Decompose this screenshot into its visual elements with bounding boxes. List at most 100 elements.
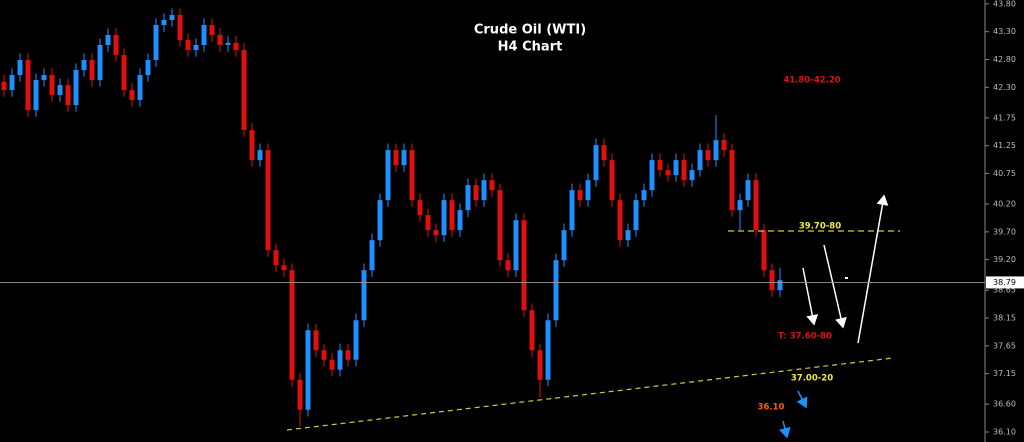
y-tick-label: 37.15	[993, 369, 1016, 378]
annotation: 37.00-20	[791, 374, 833, 384]
candle-body	[753, 180, 759, 231]
candle-body	[377, 200, 383, 241]
marker	[845, 277, 848, 279]
candle-body	[257, 150, 263, 161]
candle-body	[329, 359, 335, 370]
candle-body	[641, 190, 647, 201]
candle-body	[305, 330, 311, 410]
trend-line	[286, 357, 894, 431]
candle-body	[209, 25, 215, 36]
candle-body	[761, 230, 767, 271]
candle-body	[585, 180, 591, 201]
candle-body	[177, 15, 183, 41]
candle-body	[633, 200, 639, 231]
arrow	[857, 194, 889, 344]
y-tick-label: 39.20	[993, 255, 1016, 264]
candle-body	[129, 90, 135, 101]
candle-body	[713, 140, 719, 161]
candle-body	[73, 70, 79, 106]
candle-body	[49, 75, 55, 96]
y-tick-label: 41.25	[993, 141, 1016, 150]
candle-body	[297, 379, 303, 410]
candle-body	[249, 130, 255, 161]
candle-body	[521, 220, 527, 311]
y-tick-label: 40.20	[993, 200, 1016, 209]
candle-body	[665, 170, 671, 176]
candle-body	[609, 160, 615, 201]
candle-body	[441, 200, 447, 236]
y-tick-label: 37.65	[993, 341, 1016, 350]
candle-body	[137, 75, 143, 101]
candle-body	[537, 350, 543, 380]
candle-body	[65, 85, 71, 106]
candle-body	[777, 280, 783, 291]
candle-body	[569, 190, 575, 231]
candle-body	[313, 330, 319, 351]
candle-body	[225, 42, 231, 46]
candle-body	[121, 55, 127, 91]
current-price-label: 38.79	[993, 278, 1016, 287]
candle-body	[81, 60, 87, 71]
arrow	[778, 420, 791, 439]
candle-body	[217, 35, 223, 46]
candle-body	[145, 60, 151, 76]
candle-body	[577, 190, 583, 201]
candle-body	[369, 240, 375, 271]
arrow	[823, 244, 847, 329]
y-tick-label: 42.30	[993, 83, 1016, 92]
candle-body	[681, 160, 687, 181]
candle-body	[153, 25, 159, 61]
candle-body	[1, 81, 7, 91]
annotation: 39.70-80	[799, 222, 841, 232]
candle-body	[769, 270, 775, 291]
y-tick-label: 39.70	[993, 227, 1016, 236]
candle-body	[25, 60, 31, 111]
candle-body	[721, 140, 727, 151]
candle-body	[289, 270, 295, 380]
candle-body	[737, 200, 743, 211]
candle-body	[497, 190, 503, 261]
current-price-box	[986, 276, 1024, 289]
candle-body	[529, 310, 535, 351]
candle-body	[617, 200, 623, 241]
candle-body	[593, 145, 599, 181]
candle-body	[361, 270, 367, 321]
candle-body	[41, 75, 47, 81]
candle-body	[745, 180, 751, 201]
candle-body	[689, 170, 695, 181]
candle-body	[673, 160, 679, 176]
annotation: T: 37.60-80	[778, 332, 832, 342]
candle-body	[433, 230, 439, 236]
candle-body	[513, 220, 519, 271]
y-tick-label: 36.10	[993, 427, 1016, 436]
candle-body	[561, 230, 567, 261]
candle-body	[169, 15, 175, 21]
candle-body	[281, 265, 287, 271]
candle-body	[97, 45, 103, 81]
candle-body	[161, 20, 167, 26]
candle-body	[265, 150, 271, 251]
candle-body	[337, 350, 343, 370]
candle-body	[705, 150, 711, 161]
candle-body	[33, 80, 39, 111]
candle-body	[57, 85, 63, 96]
candle-body	[697, 150, 703, 171]
candle-body	[89, 60, 95, 81]
candle-body	[625, 230, 631, 241]
arrow	[802, 267, 819, 326]
candle-body	[393, 150, 399, 166]
y-tick-label: 43.30	[993, 27, 1016, 36]
y-tick-label: 43.80	[993, 0, 1016, 8]
candle-body	[273, 250, 279, 266]
candle-body	[321, 350, 327, 360]
chart-subtitle: H4 Chart	[498, 40, 563, 55]
y-tick-label: 41.75	[993, 113, 1016, 122]
arrow	[796, 390, 808, 409]
candle-body	[401, 150, 407, 166]
y-tick-label: 38.15	[993, 314, 1016, 323]
candle-body	[601, 145, 607, 161]
candle-body	[105, 35, 111, 46]
candle-body	[385, 150, 391, 201]
chart-title: Crude Oil (WTI)	[474, 23, 586, 38]
